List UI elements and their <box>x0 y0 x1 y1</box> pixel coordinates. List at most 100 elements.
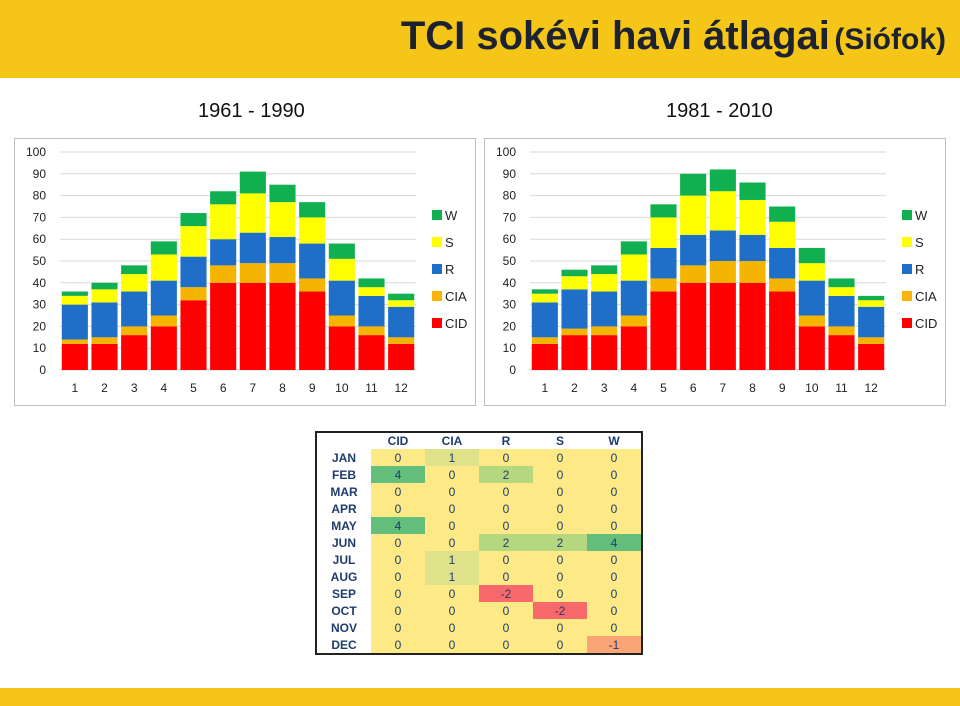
matrix-cell: 0 <box>587 551 642 568</box>
matrix-cell: 0 <box>371 619 425 636</box>
bar-segment-w <box>239 171 266 194</box>
y-tick-label: 90 <box>33 167 47 181</box>
matrix-cell: 0 <box>425 534 479 551</box>
bar-segment-cia <box>591 326 618 336</box>
bar-segment-r <box>328 280 355 316</box>
x-tick-label: 1 <box>541 381 548 395</box>
matrix-row-header: JUL <box>316 551 371 568</box>
bar-segment-cia <box>91 337 118 344</box>
bar-segment-cid <box>561 335 588 370</box>
matrix-cell: 2 <box>479 466 533 483</box>
bar-segment-r <box>591 291 618 327</box>
bar-segment-cia <box>239 263 266 283</box>
bar-segment-s <box>561 276 588 290</box>
bar-segment-cid <box>299 291 326 370</box>
legend-swatch-w <box>902 210 912 220</box>
x-tick-label: 10 <box>805 381 819 395</box>
bar-segment-w <box>269 184 296 203</box>
legend-swatch-cia <box>902 291 912 301</box>
bar-segment-r <box>180 256 207 288</box>
matrix-row-header: MAR <box>316 483 371 500</box>
matrix-row: JAN 0 1 0 0 0 <box>316 449 642 466</box>
bar-segment-cia <box>828 326 855 336</box>
matrix-cell: 0 <box>479 517 533 534</box>
bar-segment-w <box>210 191 237 205</box>
matrix-cell: 1 <box>425 449 479 466</box>
matrix-cell: 0 <box>533 483 587 500</box>
bar-segment-cia <box>61 339 88 344</box>
y-tick-label: 70 <box>503 210 517 224</box>
y-tick-label: 40 <box>33 276 47 290</box>
bar-segment-r <box>269 237 296 264</box>
bar-segment-s <box>150 254 177 281</box>
page-title: TCI sokévi havi átlagai (Siófok) <box>401 14 946 59</box>
x-tick-label: 9 <box>779 381 786 395</box>
matrix-cell: 0 <box>479 500 533 517</box>
bar-segment-w <box>328 243 355 259</box>
bar-segment-r <box>561 289 588 329</box>
matrix-cell: 0 <box>371 585 425 602</box>
bar-segment-w <box>650 204 677 218</box>
y-tick-label: 0 <box>39 363 46 377</box>
matrix-row-header: APR <box>316 500 371 517</box>
matrix-cell: 0 <box>425 483 479 500</box>
bar-segment-w <box>531 289 558 294</box>
matrix-column-header: CIA <box>425 432 479 449</box>
bar-segment-r <box>858 306 885 338</box>
matrix-cell: 0 <box>587 619 642 636</box>
matrix-cell: 0 <box>479 568 533 585</box>
matrix-cell: 0 <box>587 466 642 483</box>
matrix-cell: 0 <box>533 619 587 636</box>
matrix-cell: 4 <box>371 517 425 534</box>
x-tick-label: 7 <box>249 381 256 395</box>
x-tick-label: 6 <box>690 381 697 395</box>
legend-label-cia: CIA <box>445 289 467 304</box>
x-tick-label: 11 <box>365 381 378 395</box>
matrix-cell: 0 <box>587 483 642 500</box>
bar-segment-cid <box>769 291 796 370</box>
title-location: (Siófok) <box>834 23 946 56</box>
legend-swatch-cia <box>432 291 442 301</box>
y-tick-label: 30 <box>503 298 517 312</box>
bar-segment-s <box>858 300 885 307</box>
legend-swatch-s <box>902 237 912 247</box>
matrix-row: JUN 0 0 2 2 4 <box>316 534 642 551</box>
bar-segment-s <box>798 263 825 281</box>
bar-segment-cid <box>239 282 266 370</box>
matrix-row-header: MAY <box>316 517 371 534</box>
bar-segment-cid <box>680 282 707 370</box>
period-label-1961-1990: 1961 - 1990 <box>198 100 305 122</box>
y-tick-label: 70 <box>33 210 47 224</box>
bar-segment-w <box>798 247 825 264</box>
bar-segment-w <box>591 265 618 275</box>
bar-segment-r <box>210 239 237 266</box>
matrix-row: APR 0 0 0 0 0 <box>316 500 642 517</box>
bar-segment-r <box>299 243 326 279</box>
bar-segment-cid <box>210 282 237 370</box>
matrix-body: JAN 0 1 0 0 0 FEB 4 0 2 0 0 MAR 0 0 0 0 0 APR 0 0 0 0 0 MAY 4 0 0 0 0… <box>316 449 642 654</box>
matrix-row: MAY 4 0 0 0 0 <box>316 517 642 534</box>
bar-segment-w <box>739 182 766 200</box>
matrix-cell: 0 <box>371 551 425 568</box>
bar-segment-s <box>210 204 237 240</box>
bar-segment-cia <box>739 261 766 283</box>
matrix-cell: 0 <box>479 619 533 636</box>
matrix-row: AUG 0 1 0 0 0 <box>316 568 642 585</box>
x-tick-label: 10 <box>335 381 349 395</box>
bar-segment-r <box>620 280 647 316</box>
bar-segment-w <box>769 206 796 222</box>
matrix-row: SEP 0 0 -2 0 0 <box>316 585 642 602</box>
x-tick-label: 8 <box>749 381 756 395</box>
x-tick-label: 5 <box>190 381 197 395</box>
matrix-row: NOV 0 0 0 0 0 <box>316 619 642 636</box>
x-tick-label: 2 <box>101 381 108 395</box>
bar-segment-s <box>769 221 796 248</box>
matrix-cell: 0 <box>533 568 587 585</box>
bar-segment-r <box>121 291 148 327</box>
bar-segment-cid <box>531 343 558 370</box>
matrix-cell: 0 <box>533 551 587 568</box>
bar-segment-s <box>358 287 385 296</box>
legend-label-cia: CIA <box>915 289 937 304</box>
legend-label-r: R <box>445 262 454 277</box>
